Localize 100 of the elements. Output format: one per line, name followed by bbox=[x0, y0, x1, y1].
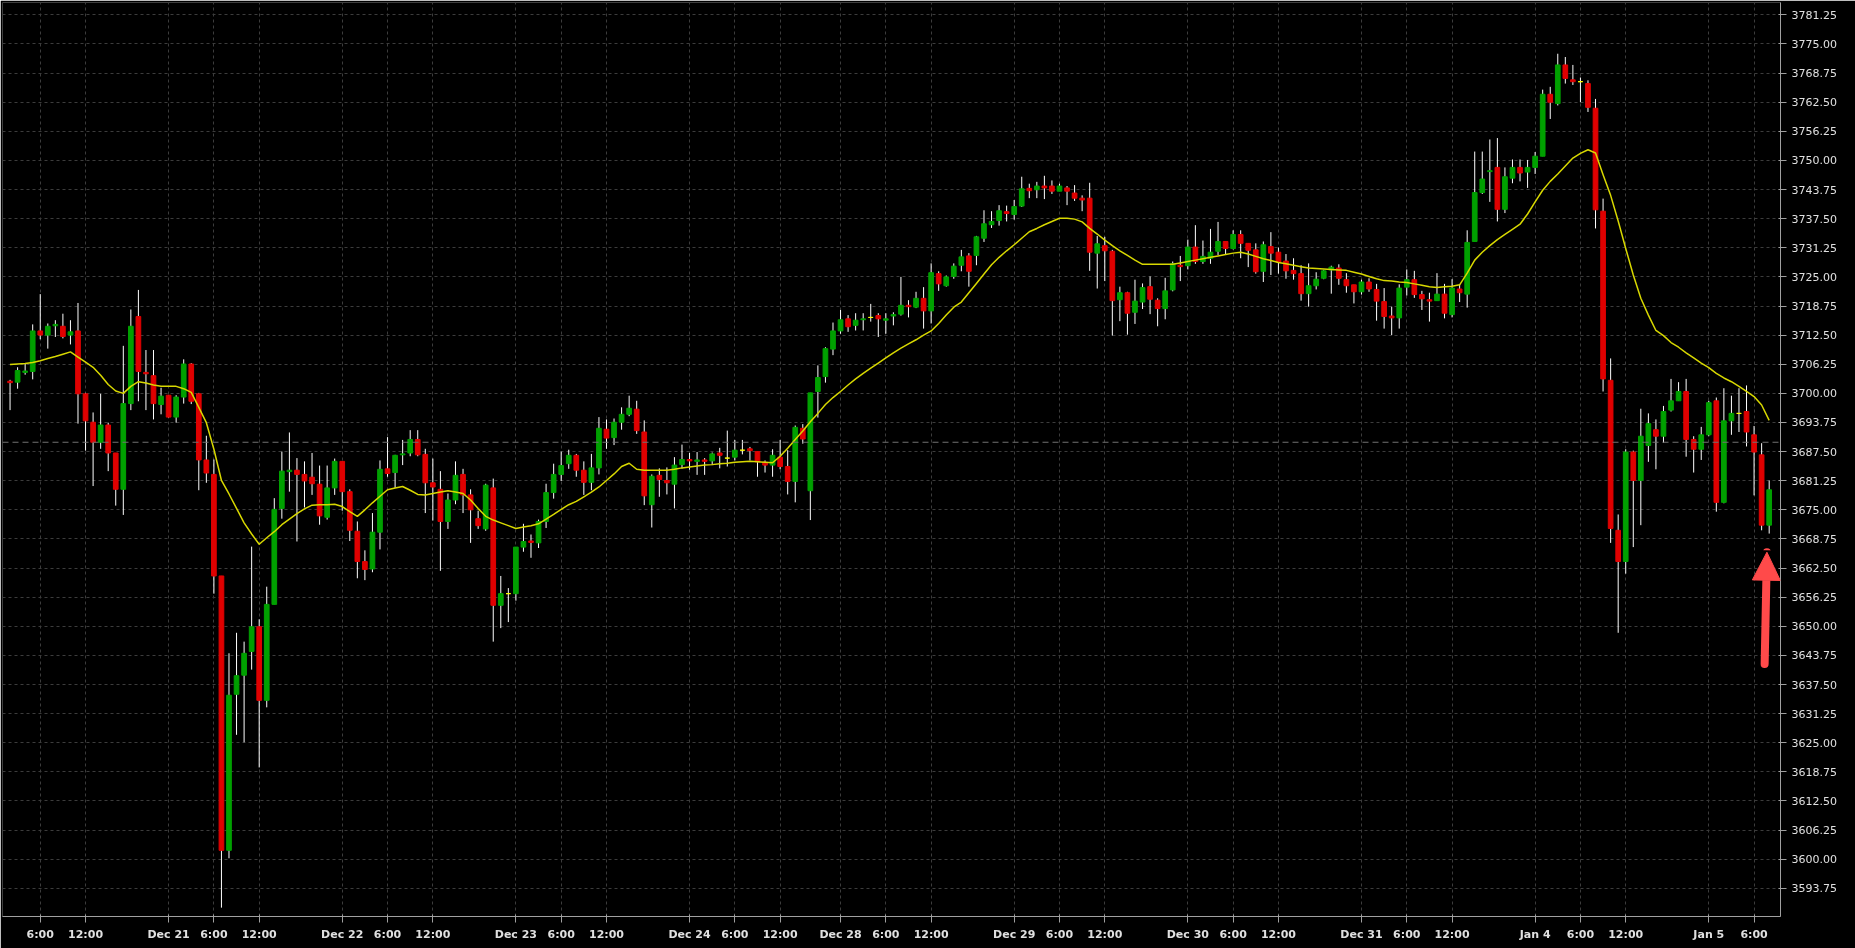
y-tick-label: 3693.75 bbox=[1791, 416, 1837, 430]
candlestick bbox=[973, 235, 980, 266]
candlestick bbox=[1388, 306, 1395, 336]
candlestick bbox=[1381, 287, 1387, 330]
x-tick-label: 6:00 bbox=[1045, 927, 1074, 941]
candlestick bbox=[1132, 279, 1138, 325]
candlestick bbox=[1562, 56, 1569, 85]
candlestick bbox=[1419, 290, 1425, 311]
y-tick-label: 3681.25 bbox=[1791, 474, 1837, 488]
y-tick-label: 3700.00 bbox=[1791, 387, 1837, 401]
candlestick bbox=[588, 453, 595, 491]
x-tick-label: 6:00 bbox=[200, 927, 228, 941]
y-tick-label: 3725.00 bbox=[1791, 270, 1837, 284]
candlestick bbox=[1434, 272, 1440, 302]
y-tick-label: 3781.25 bbox=[1791, 8, 1837, 22]
candlestick bbox=[1079, 194, 1085, 212]
y-tick-label: 3756.25 bbox=[1791, 125, 1837, 139]
candlestick bbox=[528, 534, 534, 559]
candlestick bbox=[565, 449, 572, 470]
candlestick bbox=[671, 456, 678, 509]
candlestick bbox=[1094, 235, 1101, 290]
candlestick bbox=[1570, 64, 1576, 86]
candlestick bbox=[392, 454, 398, 489]
y-tick-label: 3762.50 bbox=[1791, 96, 1837, 110]
candlestick bbox=[1668, 378, 1674, 413]
x-tick-label: 6:00 bbox=[1393, 927, 1421, 941]
y-tick-label: 3662.50 bbox=[1791, 562, 1837, 576]
candlestick bbox=[399, 439, 406, 466]
y-tick-label: 3706.25 bbox=[1791, 358, 1837, 372]
candlestick bbox=[603, 418, 610, 450]
candlestick bbox=[1305, 262, 1312, 308]
candlestick bbox=[1751, 425, 1757, 496]
candlestick bbox=[1698, 426, 1705, 461]
x-tick-label: 6:00 bbox=[1566, 927, 1595, 941]
candlestick bbox=[1547, 86, 1554, 120]
candlestick bbox=[203, 435, 210, 484]
candlestick bbox=[1049, 179, 1055, 195]
candlestick bbox=[845, 314, 851, 333]
candlestick bbox=[966, 252, 972, 288]
candlestick bbox=[67, 319, 74, 345]
x-tick-label: 12:00 bbox=[1260, 927, 1297, 941]
y-tick-label: 3668.75 bbox=[1791, 532, 1837, 546]
candlestick bbox=[165, 394, 172, 419]
candlestick bbox=[37, 293, 44, 340]
candlestick bbox=[407, 429, 414, 457]
candlestick bbox=[1215, 221, 1221, 256]
candlestick bbox=[981, 209, 987, 243]
x-tick-label: Jan 4 bbox=[1518, 927, 1551, 941]
x-tick-label: 6:00 bbox=[872, 927, 900, 941]
x-tick-label: 12:00 bbox=[588, 927, 625, 941]
candlestick bbox=[656, 467, 663, 498]
candlestick bbox=[294, 457, 300, 542]
candlestick bbox=[1343, 272, 1350, 294]
x-tick-label: 12:00 bbox=[415, 927, 451, 941]
x-tick-label: Dec 22 bbox=[321, 927, 364, 941]
y-tick-label: 3637.50 bbox=[1791, 678, 1837, 692]
candlestick bbox=[467, 488, 474, 544]
candlestick bbox=[996, 204, 1002, 227]
candlestick bbox=[935, 270, 942, 292]
y-tick-label: 3593.75 bbox=[1791, 882, 1837, 896]
candlestick bbox=[830, 322, 836, 356]
x-tick-label: Dec 21 bbox=[147, 927, 190, 941]
candlestick bbox=[44, 322, 51, 350]
y-tick-label: 3612.50 bbox=[1791, 794, 1837, 808]
candlestick bbox=[747, 446, 753, 461]
x-tick-label: Jan 5 bbox=[1692, 927, 1725, 941]
candlestick bbox=[173, 394, 179, 424]
y-tick-label: 3687.50 bbox=[1791, 445, 1837, 459]
y-tick-label: 3625.00 bbox=[1791, 736, 1837, 750]
candlestick bbox=[837, 309, 844, 335]
y-tick-label: 3775.00 bbox=[1791, 37, 1837, 51]
candlestick bbox=[384, 436, 391, 478]
line-series bbox=[9, 148, 1770, 546]
x-tick-label: 12:00 bbox=[1434, 927, 1470, 941]
candlestick bbox=[1124, 291, 1131, 336]
candlestick bbox=[143, 349, 149, 411]
candlestick bbox=[1101, 236, 1108, 282]
candlestick bbox=[1064, 185, 1070, 206]
x-tick-label: 12:00 bbox=[68, 927, 104, 941]
candlestick bbox=[724, 430, 731, 467]
candlestick bbox=[1441, 283, 1448, 319]
candlestick bbox=[1041, 175, 1048, 200]
candlestick bbox=[1192, 224, 1199, 265]
x-tick-label: 6:00 bbox=[1740, 927, 1769, 941]
candlestick bbox=[497, 575, 504, 629]
y-tick-label: 3656.25 bbox=[1791, 591, 1837, 605]
candlestick bbox=[898, 276, 904, 317]
candlestick bbox=[460, 468, 466, 514]
y-tick-label: 3743.75 bbox=[1791, 183, 1837, 197]
x-tick-label: Dec 31 bbox=[1340, 927, 1383, 941]
candlestick bbox=[309, 452, 315, 496]
candlestick bbox=[1154, 297, 1161, 327]
x-tick-label: 12:00 bbox=[913, 927, 949, 941]
x-tick-label: 12:00 bbox=[1608, 927, 1644, 941]
candlestick bbox=[958, 249, 965, 272]
candlestick bbox=[754, 451, 761, 478]
candlestick bbox=[241, 641, 247, 743]
candlestick bbox=[60, 313, 66, 339]
candlestick bbox=[475, 510, 481, 530]
y-tick-label: 3731.25 bbox=[1791, 241, 1837, 255]
